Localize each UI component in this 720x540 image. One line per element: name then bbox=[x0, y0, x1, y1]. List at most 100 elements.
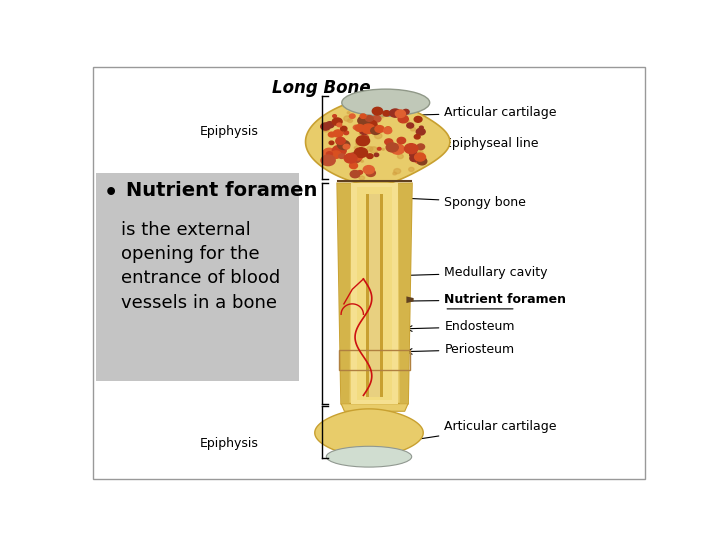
Circle shape bbox=[365, 136, 369, 139]
Circle shape bbox=[402, 110, 409, 114]
Polygon shape bbox=[337, 183, 351, 404]
Circle shape bbox=[385, 127, 391, 131]
Circle shape bbox=[384, 127, 392, 134]
Text: Nutrient foramen: Nutrient foramen bbox=[355, 293, 567, 306]
Circle shape bbox=[415, 148, 420, 153]
Circle shape bbox=[398, 115, 408, 123]
Circle shape bbox=[343, 131, 348, 134]
Circle shape bbox=[321, 155, 336, 166]
Circle shape bbox=[364, 120, 377, 130]
Circle shape bbox=[360, 114, 366, 118]
Circle shape bbox=[323, 127, 329, 132]
Circle shape bbox=[384, 112, 387, 114]
Circle shape bbox=[336, 137, 345, 144]
Circle shape bbox=[384, 139, 392, 145]
Circle shape bbox=[328, 132, 335, 137]
Circle shape bbox=[405, 147, 411, 151]
Circle shape bbox=[366, 124, 374, 130]
Polygon shape bbox=[380, 194, 383, 397]
Circle shape bbox=[333, 130, 343, 137]
Circle shape bbox=[338, 140, 350, 150]
Circle shape bbox=[354, 125, 359, 130]
Circle shape bbox=[349, 114, 355, 118]
Circle shape bbox=[366, 170, 375, 177]
Circle shape bbox=[333, 114, 336, 117]
Circle shape bbox=[341, 126, 347, 131]
Circle shape bbox=[354, 148, 367, 158]
Polygon shape bbox=[369, 194, 380, 397]
FancyBboxPatch shape bbox=[96, 173, 300, 381]
Circle shape bbox=[366, 154, 373, 159]
Circle shape bbox=[390, 109, 401, 117]
Circle shape bbox=[382, 148, 384, 150]
Circle shape bbox=[372, 116, 381, 122]
Circle shape bbox=[331, 134, 335, 137]
Circle shape bbox=[390, 144, 395, 147]
Circle shape bbox=[325, 156, 334, 162]
Circle shape bbox=[359, 132, 364, 136]
Circle shape bbox=[358, 116, 370, 125]
Circle shape bbox=[366, 116, 373, 122]
Circle shape bbox=[348, 153, 361, 163]
Circle shape bbox=[354, 153, 363, 160]
Circle shape bbox=[321, 123, 330, 130]
Circle shape bbox=[383, 111, 390, 116]
Circle shape bbox=[416, 129, 426, 135]
Text: Periosteum: Periosteum bbox=[407, 343, 515, 356]
Circle shape bbox=[348, 119, 353, 123]
Circle shape bbox=[360, 128, 369, 134]
Circle shape bbox=[410, 155, 418, 161]
Circle shape bbox=[376, 112, 384, 118]
Circle shape bbox=[418, 158, 427, 165]
Circle shape bbox=[374, 133, 382, 139]
Ellipse shape bbox=[342, 89, 430, 116]
Text: Spongy bone: Spongy bone bbox=[401, 195, 526, 208]
Circle shape bbox=[354, 146, 358, 149]
Circle shape bbox=[338, 154, 345, 158]
Circle shape bbox=[405, 144, 418, 153]
Circle shape bbox=[411, 157, 417, 161]
Text: •: • bbox=[104, 183, 118, 203]
Circle shape bbox=[369, 147, 378, 153]
Polygon shape bbox=[305, 98, 450, 185]
Circle shape bbox=[407, 123, 414, 128]
Circle shape bbox=[375, 126, 384, 132]
Polygon shape bbox=[356, 187, 392, 400]
Circle shape bbox=[372, 107, 382, 115]
Ellipse shape bbox=[326, 446, 412, 467]
Circle shape bbox=[325, 122, 334, 128]
Circle shape bbox=[404, 119, 409, 123]
Circle shape bbox=[417, 144, 425, 150]
Polygon shape bbox=[366, 194, 369, 397]
Circle shape bbox=[393, 172, 397, 175]
Circle shape bbox=[386, 143, 398, 152]
Circle shape bbox=[414, 117, 422, 122]
Circle shape bbox=[390, 144, 397, 150]
Text: Endosteum: Endosteum bbox=[407, 320, 515, 333]
Circle shape bbox=[415, 150, 423, 156]
Circle shape bbox=[362, 124, 375, 133]
Circle shape bbox=[355, 125, 364, 131]
Circle shape bbox=[356, 150, 362, 153]
Polygon shape bbox=[351, 183, 398, 404]
Circle shape bbox=[397, 154, 403, 159]
Circle shape bbox=[377, 147, 381, 150]
Polygon shape bbox=[341, 404, 408, 411]
Circle shape bbox=[366, 146, 373, 151]
Circle shape bbox=[331, 151, 341, 158]
Text: Epiphysis: Epiphysis bbox=[200, 125, 259, 138]
Circle shape bbox=[344, 153, 357, 163]
Circle shape bbox=[333, 118, 342, 125]
Circle shape bbox=[394, 168, 400, 174]
Circle shape bbox=[359, 176, 364, 180]
Circle shape bbox=[336, 139, 346, 145]
Circle shape bbox=[350, 171, 360, 178]
Circle shape bbox=[354, 125, 356, 126]
Text: Epiphysis: Epiphysis bbox=[200, 437, 259, 450]
Circle shape bbox=[356, 136, 369, 146]
Polygon shape bbox=[406, 296, 413, 303]
Circle shape bbox=[374, 153, 379, 157]
Polygon shape bbox=[398, 183, 412, 404]
Circle shape bbox=[361, 160, 364, 162]
Circle shape bbox=[366, 118, 371, 121]
